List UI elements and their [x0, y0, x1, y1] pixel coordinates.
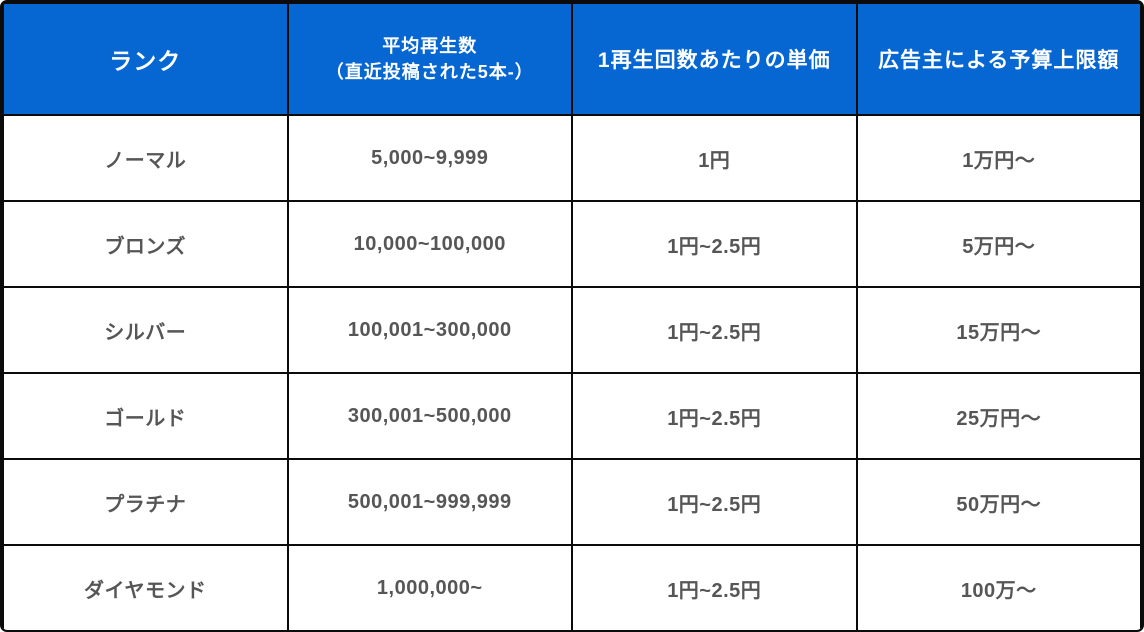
cell-unit-price: 1円~2.5円	[571, 372, 858, 460]
cell-unit-price: 1円	[571, 114, 858, 202]
header-unit-price: 1再生回数あたりの単価	[571, 2, 858, 116]
cell-unit-price: 1円~2.5円	[571, 458, 858, 546]
cell-avg-views: 500,001~999,999	[286, 458, 573, 546]
cell-unit-price: 1円~2.5円	[571, 200, 858, 288]
cell-unit-price: 1円~2.5円	[571, 544, 858, 630]
table-row-bronze: ブロンズ 10,000~100,000 1円~2.5円 5万円〜	[2, 200, 1142, 288]
cell-avg-views: 100,001~300,000	[286, 286, 573, 374]
cell-budget-cap: 100万〜	[855, 544, 1142, 630]
table-row-gold: ゴールド 300,001~500,000 1円~2.5円 25万円〜	[2, 372, 1142, 460]
cell-unit-price: 1円~2.5円	[571, 286, 858, 374]
header-avg-views-label: 平均再生数	[382, 35, 478, 56]
header-row: ランク 平均再生数 （直近投稿された5本-） 1再生回数あたりの単価 広告主によ…	[2, 2, 1142, 116]
cell-budget-cap: 1万円〜	[855, 114, 1142, 202]
table-row-platinum: プラチナ 500,001~999,999 1円~2.5円 50万円〜	[2, 458, 1142, 546]
cell-rank: ブロンズ	[2, 200, 289, 288]
table-row-silver: シルバー 100,001~300,000 1円~2.5円 15万円〜	[2, 286, 1142, 374]
header-unit-price-label: 1再生回数あたりの単価	[597, 49, 831, 72]
cell-budget-cap: 5万円〜	[855, 200, 1142, 288]
cell-rank: プラチナ	[2, 458, 289, 546]
header-rank-label: ランク	[109, 48, 182, 74]
cell-avg-views: 5,000~9,999	[286, 114, 573, 202]
cell-avg-views: 1,000,000~	[286, 544, 573, 630]
table-row-normal: ノーマル 5,000~9,999 1円 1万円〜	[2, 114, 1142, 202]
header-avg-views: 平均再生数 （直近投稿された5本-）	[286, 2, 573, 116]
cell-budget-cap: 25万円〜	[855, 372, 1142, 460]
cell-avg-views: 10,000~100,000	[286, 200, 573, 288]
table-row-diamond: ダイヤモンド 1,000,000~ 1円~2.5円 100万〜	[2, 544, 1142, 630]
cell-rank: ノーマル	[2, 114, 289, 202]
cell-rank: シルバー	[2, 286, 289, 374]
header-budget-cap: 広告主による予算上限額	[855, 2, 1142, 116]
cell-budget-cap: 50万円〜	[855, 458, 1142, 546]
cell-avg-views: 300,001~500,000	[286, 372, 573, 460]
header-rank: ランク	[2, 2, 289, 116]
cell-budget-cap: 15万円〜	[855, 286, 1142, 374]
cell-rank: ダイヤモンド	[2, 544, 289, 630]
header-budget-cap-label: 広告主による予算上限額	[878, 49, 1120, 72]
cell-rank: ゴールド	[2, 372, 289, 460]
header-avg-views-subtitle: （直近投稿された5本-）	[325, 62, 534, 82]
